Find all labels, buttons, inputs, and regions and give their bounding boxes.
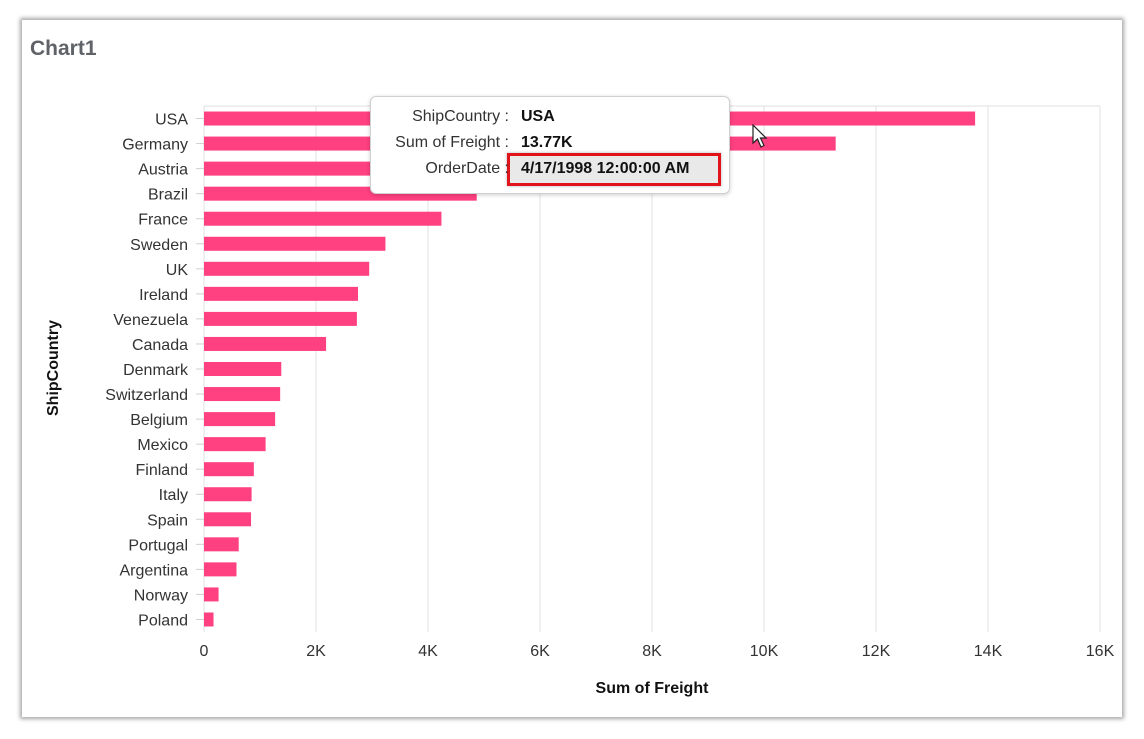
tooltip-row-freight: Sum of Freight : 13.77K	[371, 134, 729, 160]
y-tick-label: Austria	[138, 162, 188, 179]
chart-title: Chart1	[30, 37, 97, 60]
bar-sweden[interactable]	[204, 236, 386, 251]
bar-mexico[interactable]	[204, 437, 266, 452]
x-tick-label: 6K	[530, 643, 550, 660]
y-tick-label: Belgium	[130, 412, 188, 429]
y-tick-label: Switzerland	[105, 387, 188, 404]
bar-belgium[interactable]	[204, 412, 276, 427]
y-tick-label: France	[138, 212, 188, 229]
bar-uk[interactable]	[204, 261, 370, 276]
y-tick-label: Denmark	[123, 362, 189, 379]
tooltip-key: OrderDate :	[425, 160, 509, 177]
y-tick-label: Argentina	[120, 562, 189, 579]
chart-tooltip: ShipCountry : USA Sum of Freight : 13.77…	[370, 96, 730, 194]
chart-panel: Chart1 USA Germany Austria Brazil France Swed…	[22, 20, 1122, 717]
tooltip-key: ShipCountry :	[412, 108, 509, 125]
tooltip-row-orderdate: OrderDate : 4/17/1998 12:00:00 AM	[371, 160, 729, 186]
y-tick-label: Brazil	[148, 187, 188, 204]
bar-france[interactable]	[204, 211, 442, 226]
y-axis-labels: USA Germany Austria Brazil France Sweden UK Ire…	[105, 112, 204, 629]
y-tick-label: Ireland	[139, 287, 188, 304]
y-tick-label: UK	[166, 262, 189, 279]
bar-norway[interactable]	[204, 587, 219, 602]
x-axis-title: Sum of Freight	[596, 680, 710, 697]
y-tick-label: Sweden	[130, 237, 188, 254]
y-tick-label: USA	[155, 112, 188, 129]
y-tick-label: Germany	[122, 137, 188, 154]
tooltip-value: 4/17/1998 12:00:00 AM	[521, 160, 690, 177]
bar-argentina[interactable]	[204, 562, 237, 577]
x-tick-label: 2K	[306, 643, 326, 660]
x-tick-label: 16K	[1086, 643, 1115, 660]
y-axis-title: ShipCountry	[45, 320, 62, 416]
y-tick-label: Finland	[136, 462, 188, 479]
y-tick-label: Spain	[147, 512, 188, 529]
x-axis-labels: 0 2K 4K 6K 8K 10K 12K 14K 16K	[200, 643, 1115, 660]
bar-switzerland[interactable]	[204, 387, 281, 402]
tooltip-key: Sum of Freight :	[395, 134, 509, 151]
bar-finland[interactable]	[204, 462, 254, 477]
y-tick-label: Poland	[138, 612, 188, 629]
y-tick-label: Canada	[132, 337, 188, 354]
x-tick-label: 10K	[750, 643, 779, 660]
bar-ireland[interactable]	[204, 286, 358, 301]
x-tick-label: 4K	[418, 643, 438, 660]
bar-canada[interactable]	[204, 336, 327, 351]
x-tick-label: 12K	[862, 643, 891, 660]
tooltip-value: 13.77K	[521, 134, 573, 151]
bar-denmark[interactable]	[204, 362, 282, 376]
bar-portugal[interactable]	[204, 537, 239, 552]
bar-poland[interactable]	[204, 612, 214, 627]
y-tick-label: Norway	[134, 587, 188, 604]
bar-spain[interactable]	[204, 512, 252, 527]
y-tick-label: Mexico	[137, 437, 188, 454]
y-tick-label: Portugal	[128, 537, 188, 554]
tooltip-row-country: ShipCountry : USA	[371, 108, 729, 134]
x-tick-label: 0	[200, 643, 209, 660]
orderdate-highlight-box	[507, 153, 721, 186]
tooltip-value: USA	[521, 108, 555, 125]
bar-italy[interactable]	[204, 487, 252, 502]
y-tick-label: Venezuela	[113, 312, 188, 329]
x-tick-label: 14K	[974, 643, 1003, 660]
x-tick-label: 8K	[642, 643, 662, 660]
bar-venezuela[interactable]	[204, 311, 357, 326]
y-tick-label: Italy	[159, 487, 188, 504]
mouse-cursor-icon	[752, 124, 768, 148]
